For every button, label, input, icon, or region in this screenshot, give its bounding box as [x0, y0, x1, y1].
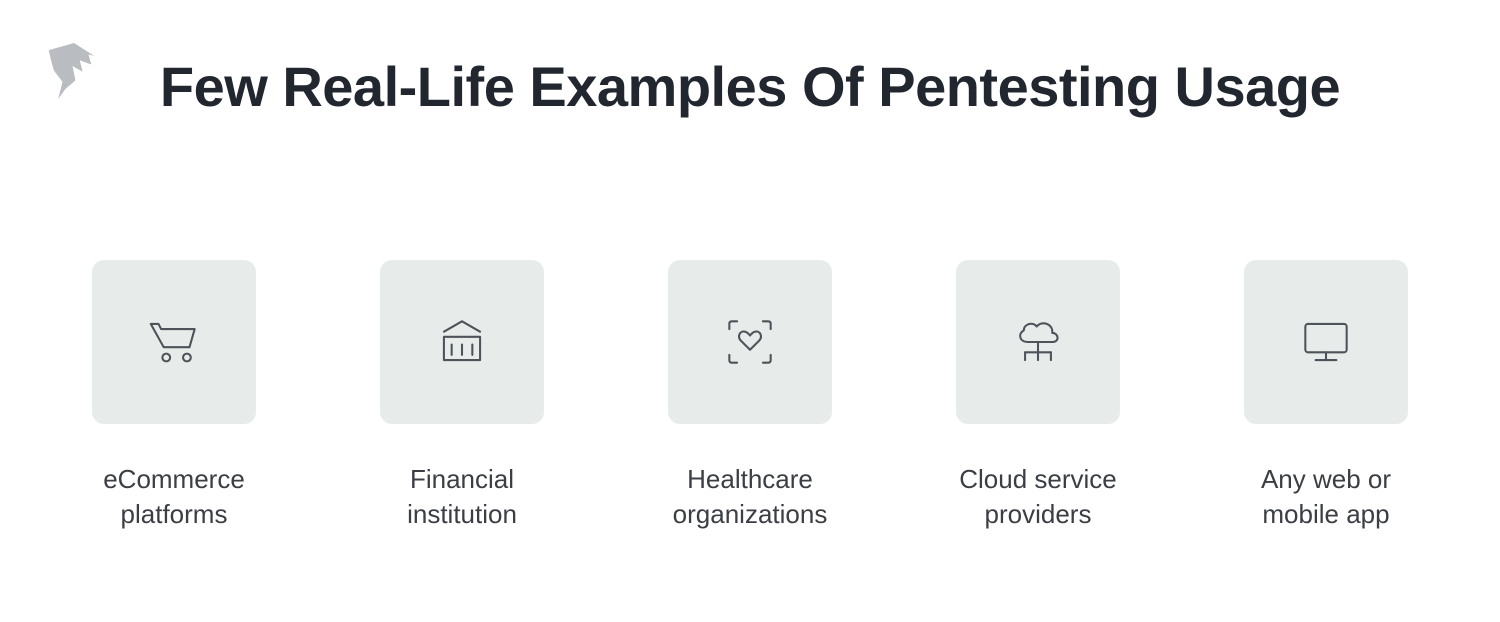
card-label: eCommerce platforms	[84, 462, 264, 532]
card-webmobile: Any web or mobile app	[1236, 260, 1416, 532]
bird-icon	[38, 30, 110, 102]
card-financial: Financial institution	[372, 260, 552, 532]
bank-icon	[431, 311, 493, 373]
tile-financial	[380, 260, 544, 424]
cards-row: eCommerce platforms Financial institutio…	[0, 260, 1500, 532]
tile-webmobile	[1244, 260, 1408, 424]
page-title: Few Real-Life Examples Of Pentesting Usa…	[150, 52, 1350, 122]
card-cloud: Cloud service providers	[948, 260, 1128, 532]
monitor-icon	[1295, 311, 1357, 373]
tile-cloud	[956, 260, 1120, 424]
card-label: Healthcare organizations	[660, 462, 840, 532]
card-ecommerce: eCommerce platforms	[84, 260, 264, 532]
cloud-network-icon	[1007, 311, 1069, 373]
card-healthcare: Healthcare organizations	[660, 260, 840, 532]
heart-scan-icon	[719, 311, 781, 373]
card-label: Financial institution	[372, 462, 552, 532]
card-label: Cloud service providers	[948, 462, 1128, 532]
cart-icon	[143, 311, 205, 373]
card-label: Any web or mobile app	[1236, 462, 1416, 532]
tile-healthcare	[668, 260, 832, 424]
tile-ecommerce	[92, 260, 256, 424]
